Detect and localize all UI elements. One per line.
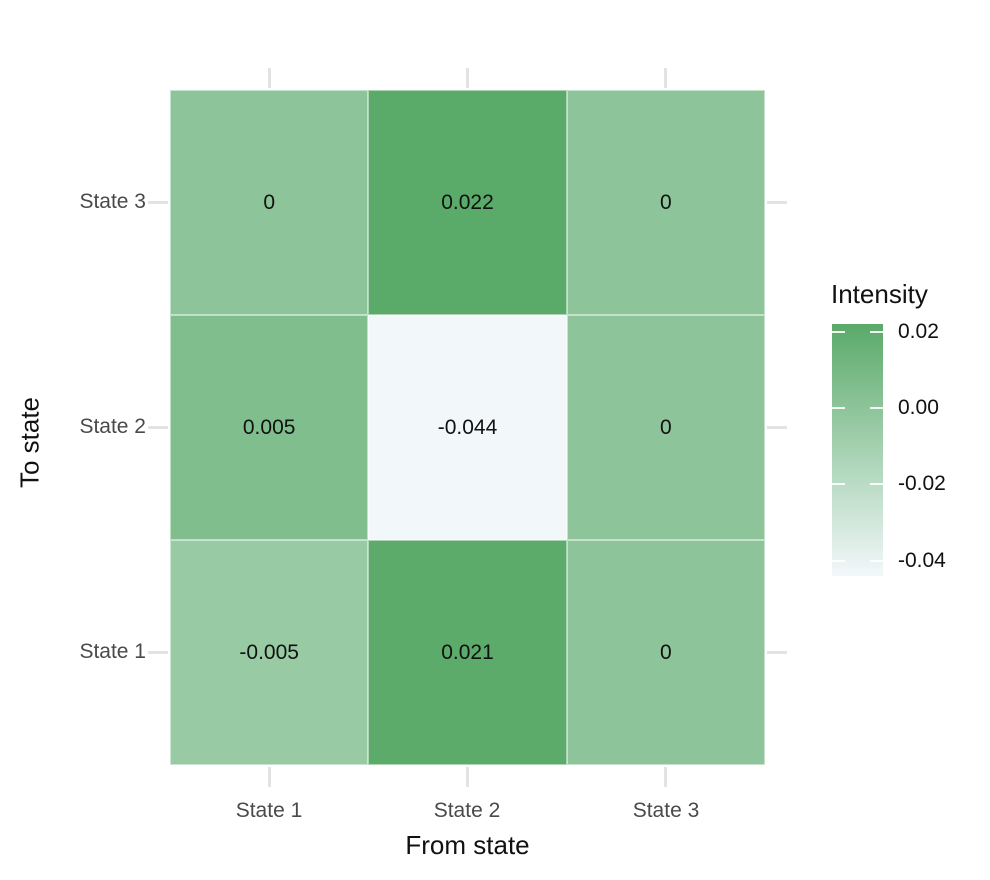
legend-title: Intensity	[831, 279, 928, 309]
x-tick-label-state1: State 1	[235, 799, 303, 822]
heatmap-cell: -0.005	[170, 540, 369, 765]
heatmap-cell: 0.005	[170, 315, 369, 540]
axis-tick-left	[148, 426, 168, 429]
heatmap-cell-value: -0.044	[437, 415, 498, 439]
y-tick-label-state3: State 3	[79, 190, 146, 213]
heatmap-cell-value: -0.005	[239, 640, 299, 664]
axis-tick-right	[767, 426, 787, 429]
heatmap-cell-value: 0.022	[441, 190, 494, 214]
y-tick-label-state1: State 1	[79, 640, 146, 663]
axis-tick-top	[664, 68, 668, 88]
legend-tick-label: -0.04	[898, 548, 946, 572]
legend-gradient-bar	[832, 324, 883, 576]
heatmap-grid: 0 0.022 0 0.005 -0.044 0 -0.005 0.021 0	[170, 90, 765, 765]
x-tick-label-state3: State 3	[632, 799, 700, 822]
axis-tick-bottom	[267, 767, 271, 787]
legend-tick-mark	[832, 559, 845, 562]
legend-tick-mark	[870, 559, 883, 562]
legend-tick-mark	[870, 330, 883, 333]
heatmap-cell: 0	[566, 90, 765, 315]
heatmap-cell-value: 0	[263, 190, 275, 214]
axis-tick-top	[466, 68, 469, 88]
axis-tick-left	[148, 201, 168, 204]
heatmap-cell: 0	[566, 540, 765, 765]
y-axis-title: To state	[14, 396, 45, 489]
heatmap-cell: 0	[170, 90, 369, 315]
heatmap-cell-value: 0.005	[242, 415, 296, 439]
legend-tick-mark	[832, 330, 845, 333]
legend-tick-mark	[870, 407, 883, 409]
legend-tick-label: 0.00	[898, 396, 939, 419]
heatmap-cell-value: 0	[659, 415, 672, 439]
axis-tick-right	[767, 201, 787, 204]
y-tick-label-state2: State 2	[79, 415, 146, 438]
legend-tick-mark	[832, 483, 845, 486]
axis-tick-right	[767, 651, 787, 654]
x-tick-label-state2: State 2	[433, 799, 501, 822]
legend-tick-mark	[870, 483, 883, 486]
heatmap-cell: 0.021	[368, 540, 567, 765]
heatmap-cell: 0.022	[368, 90, 567, 315]
heatmap-cell: -0.044	[368, 315, 567, 540]
axis-tick-bottom	[664, 767, 668, 787]
axis-tick-bottom	[466, 767, 469, 787]
heatmap-cell-value: 0	[659, 640, 672, 664]
heatmap-panel: 0 0.022 0 0.005 -0.044 0 -0.005 0.021 0	[148, 68, 787, 787]
legend-tick-label: 0.02	[898, 319, 939, 343]
legend-tick-mark	[832, 407, 845, 409]
x-axis-title: From state	[405, 830, 530, 860]
heatmap-cell-value: 0.021	[441, 640, 494, 664]
legend-tick-label: -0.02	[898, 472, 946, 496]
axis-tick-top	[267, 68, 271, 88]
heatmap-cell-value: 0	[659, 190, 672, 214]
heatmap-cell: 0	[566, 315, 765, 540]
axis-tick-left	[148, 651, 168, 654]
